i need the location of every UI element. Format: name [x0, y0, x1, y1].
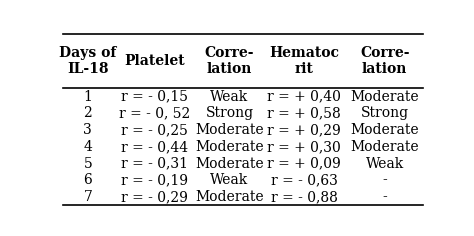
Text: Weak: Weak [210, 173, 249, 187]
Text: Corre-
lation: Corre- lation [205, 46, 254, 76]
Text: Corre-
lation: Corre- lation [360, 46, 410, 76]
Text: 1: 1 [83, 90, 92, 104]
Text: 2: 2 [83, 106, 92, 120]
Text: r = + 0,40: r = + 0,40 [267, 90, 341, 104]
Text: r = + 0,09: r = + 0,09 [267, 156, 341, 171]
Text: Moderate: Moderate [195, 156, 264, 171]
Text: 5: 5 [83, 156, 92, 171]
Text: r = - 0,31: r = - 0,31 [121, 156, 188, 171]
Text: r = - 0, 52: r = - 0, 52 [119, 106, 191, 120]
Text: Strong: Strong [205, 106, 254, 120]
Text: r = - 0,88: r = - 0,88 [271, 190, 337, 204]
Text: Strong: Strong [361, 106, 409, 120]
Text: Moderate: Moderate [350, 90, 419, 104]
Text: -: - [382, 190, 387, 204]
Text: r = - 0,63: r = - 0,63 [271, 173, 337, 187]
Text: Moderate: Moderate [195, 123, 264, 137]
Text: Weak: Weak [210, 90, 249, 104]
Text: 7: 7 [83, 190, 92, 204]
Text: r = - 0,15: r = - 0,15 [121, 90, 188, 104]
Text: r = - 0,44: r = - 0,44 [121, 140, 188, 154]
Text: r = + 0,30: r = + 0,30 [267, 140, 341, 154]
Text: Days of
IL-18: Days of IL-18 [59, 46, 117, 76]
Text: Moderate: Moderate [350, 140, 419, 154]
Text: r = - 0,25: r = - 0,25 [121, 123, 188, 137]
Text: r = + 0,58: r = + 0,58 [267, 106, 341, 120]
Text: Weak: Weak [365, 156, 404, 171]
Text: -: - [382, 173, 387, 187]
Text: 6: 6 [83, 173, 92, 187]
Text: Moderate: Moderate [195, 140, 264, 154]
Text: r = - 0,29: r = - 0,29 [121, 190, 188, 204]
Text: Moderate: Moderate [195, 190, 264, 204]
Text: 3: 3 [83, 123, 92, 137]
Text: Hematoc
rit: Hematoc rit [269, 46, 339, 76]
Text: r = - 0,19: r = - 0,19 [121, 173, 188, 187]
Text: Moderate: Moderate [350, 123, 419, 137]
Text: 4: 4 [83, 140, 92, 154]
Text: Platelet: Platelet [125, 54, 185, 68]
Text: r = + 0,29: r = + 0,29 [267, 123, 341, 137]
